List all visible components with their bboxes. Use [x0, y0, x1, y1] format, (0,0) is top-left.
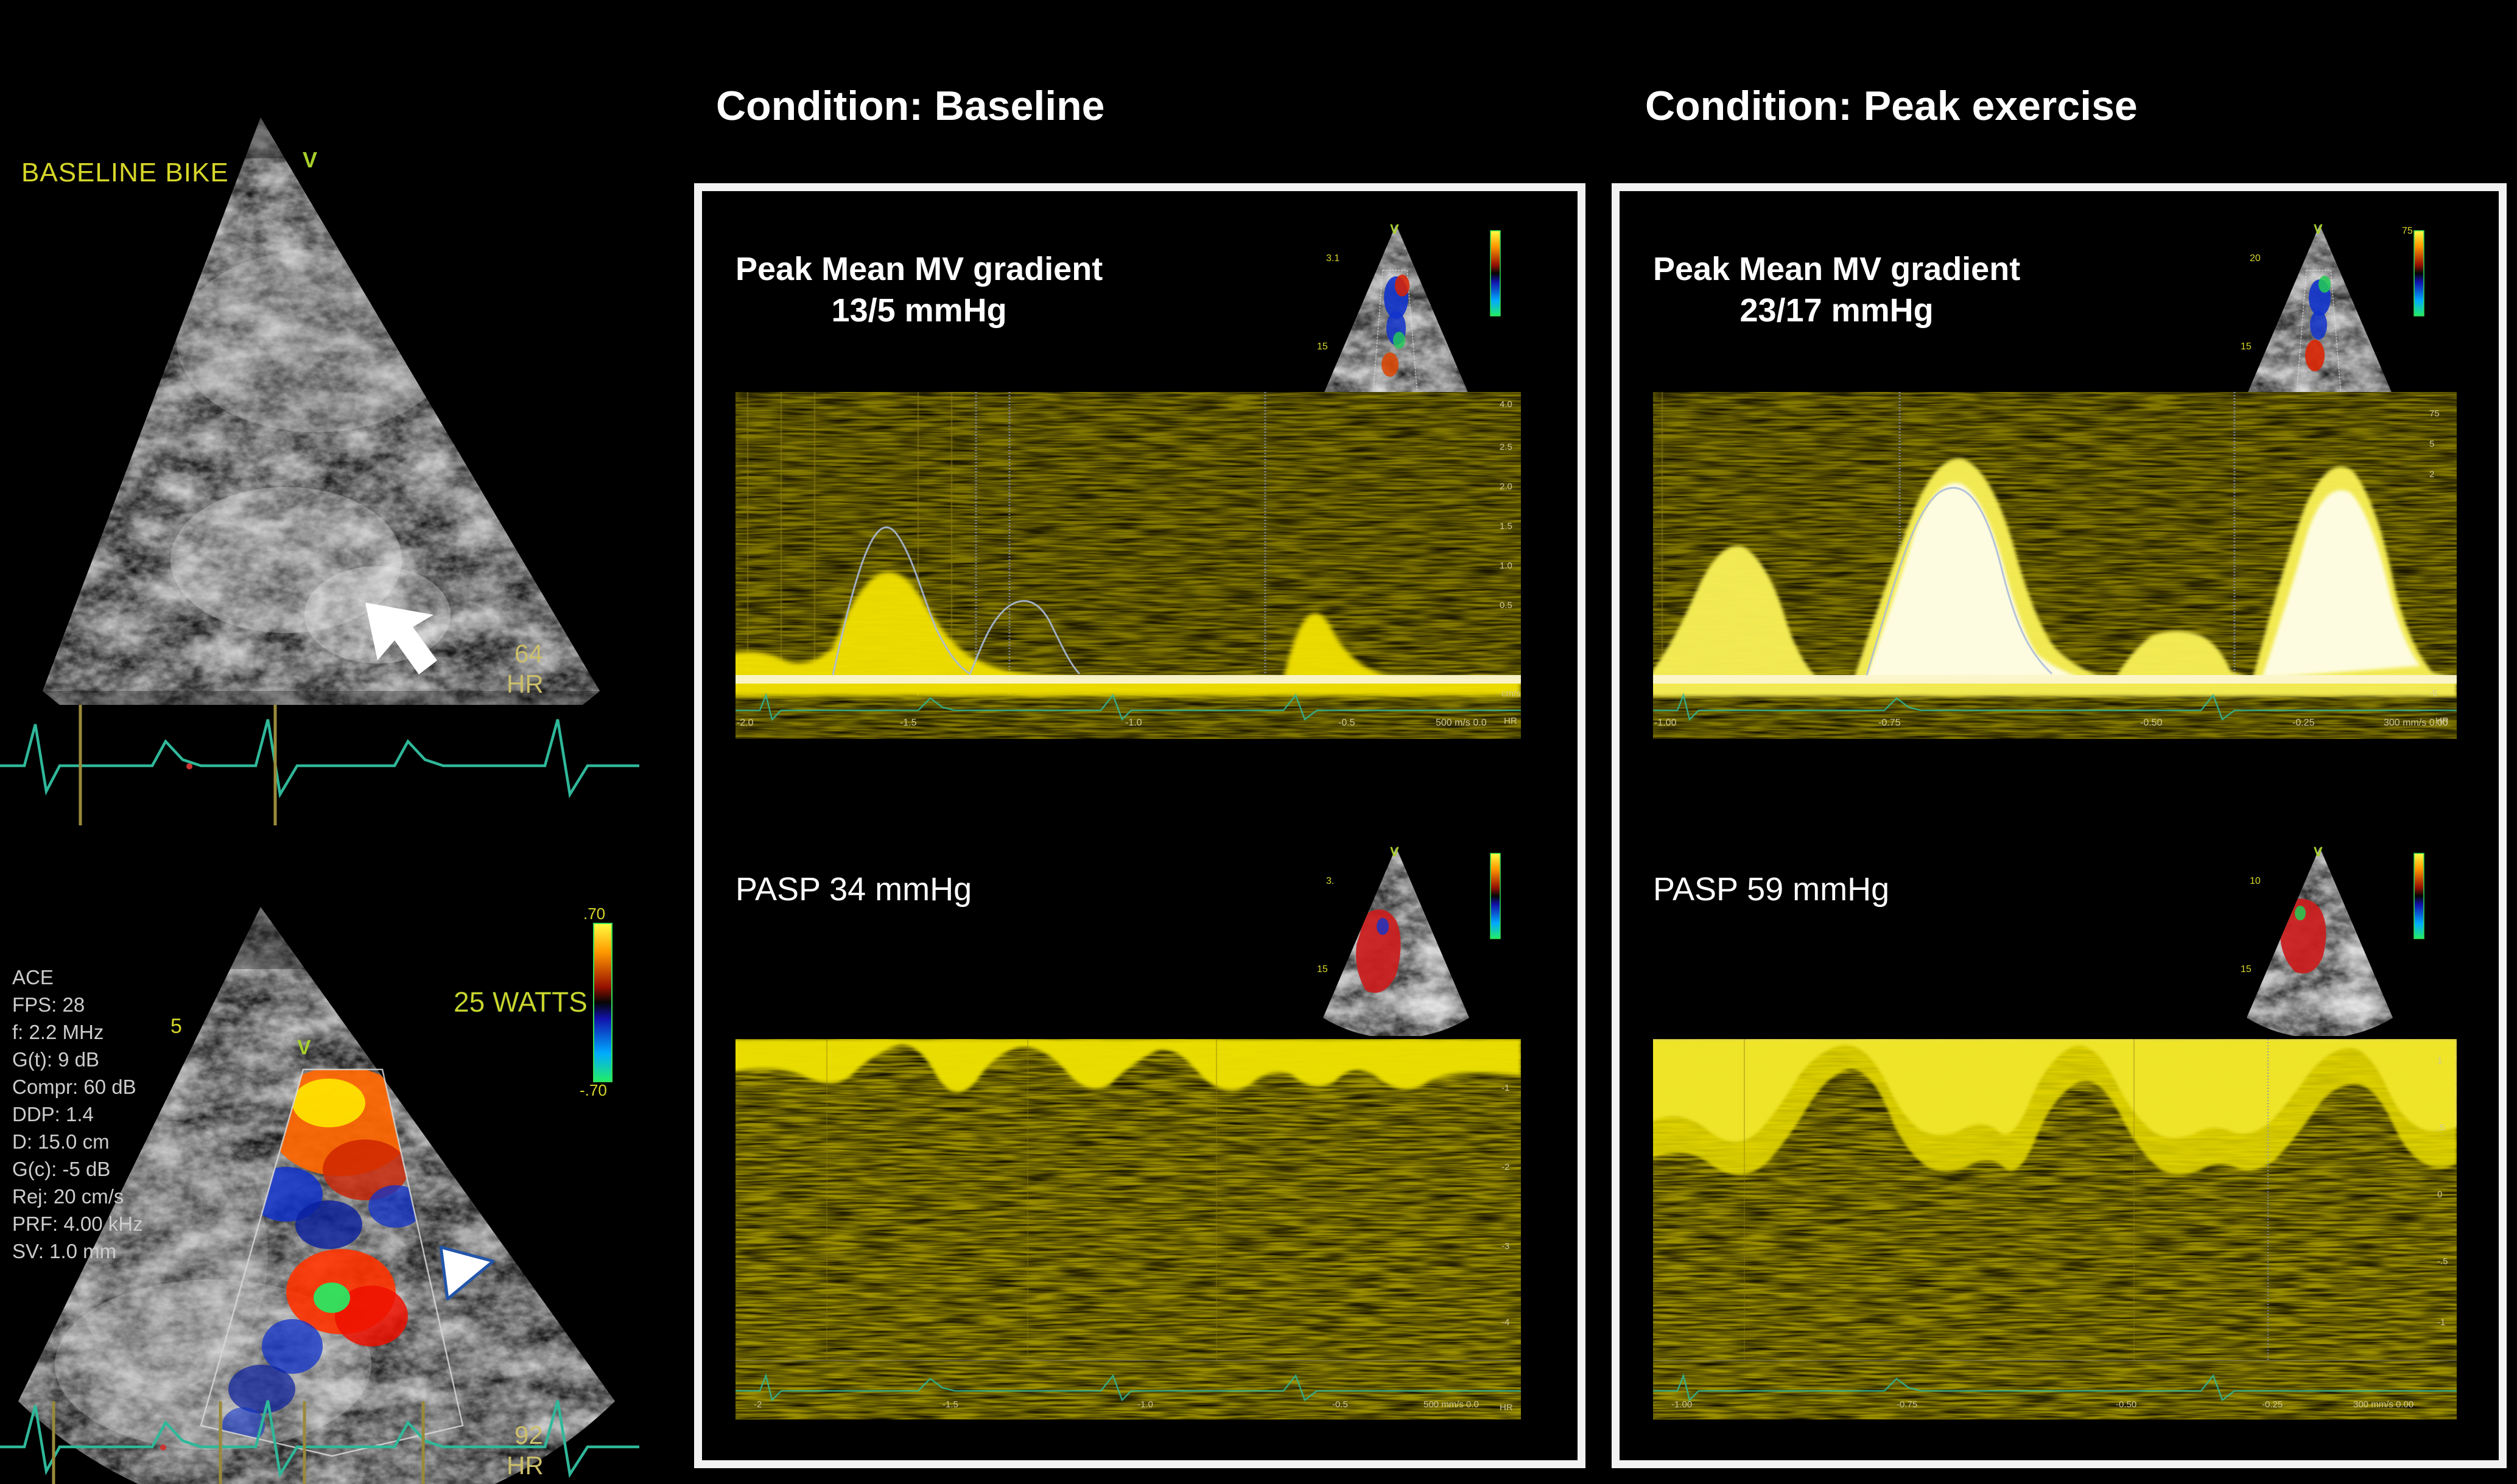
svg-text:-0.75: -0.75	[1897, 1399, 1917, 1410]
svg-text:3.1: 3.1	[1326, 253, 1339, 264]
svg-text:0.5: 0.5	[1500, 600, 1512, 611]
svg-text:-5: -5	[2429, 688, 2437, 699]
svg-text:1.5: 1.5	[1500, 521, 1512, 531]
svg-text:300 mm/s 0.00: 300 mm/s 0.00	[2353, 1399, 2413, 1410]
svg-text:-2.0: -2.0	[737, 718, 754, 728]
svg-text:500 mm/s 0.0: 500 mm/s 0.0	[1423, 1399, 1479, 1410]
svg-text:0: 0	[2437, 1189, 2442, 1200]
svg-text:15: 15	[1317, 964, 1328, 975]
svg-text:-1.00: -1.00	[1654, 718, 1677, 728]
svg-text:5: 5	[2429, 439, 2434, 449]
svg-text:-0.5: -0.5	[1332, 1399, 1348, 1410]
svg-text:V: V	[2314, 844, 2323, 859]
svg-text:cm/s: cm/s	[1501, 688, 1521, 699]
svg-text:V: V	[303, 147, 317, 172]
svg-text:-1: -1	[2437, 1317, 2445, 1328]
svg-text:-0.5: -0.5	[1338, 718, 1355, 728]
svg-text:-1.5: -1.5	[900, 718, 917, 728]
svg-text:-.5: -.5	[2437, 1256, 2448, 1267]
svg-text:15: 15	[1317, 341, 1328, 352]
svg-text:-1.00: -1.00	[1671, 1399, 1692, 1410]
svg-text:-1.5: -1.5	[943, 1399, 958, 1410]
svg-text:64: 64	[514, 639, 543, 668]
svg-text:15: 15	[2241, 341, 2252, 352]
svg-text:300 mm/s 0.00: 300 mm/s 0.00	[2384, 718, 2448, 728]
svg-text:-2: -2	[1501, 1162, 1509, 1172]
svg-text:-0.25: -0.25	[2262, 1399, 2283, 1410]
svg-text:-1: -1	[1501, 1083, 1509, 1093]
svg-text:-2: -2	[754, 1399, 762, 1410]
svg-text:75: 75	[2402, 226, 2413, 236]
svg-text:-0.25: -0.25	[2292, 718, 2315, 728]
svg-text:2.5: 2.5	[1500, 442, 1512, 452]
svg-text:1.0: 1.0	[1500, 561, 1512, 571]
svg-text:V: V	[1390, 222, 1399, 237]
svg-text:BASELINE BIKE: BASELINE BIKE	[21, 158, 229, 187]
svg-text:500 m/s 0.0: 500 m/s 0.0	[1436, 718, 1487, 728]
svg-text:.5: .5	[2437, 1122, 2445, 1133]
svg-text:-0.75: -0.75	[1878, 718, 1901, 728]
svg-text:2: 2	[2429, 469, 2434, 480]
svg-text:-1.0: -1.0	[1137, 1399, 1153, 1410]
svg-text:HR: HR	[1500, 1402, 1513, 1413]
svg-text:75: 75	[2429, 408, 2440, 419]
svg-text:-4: -4	[1501, 1317, 1509, 1328]
svg-text:10: 10	[2250, 876, 2261, 886]
svg-text:-0.50: -0.50	[2140, 718, 2163, 728]
svg-text:V: V	[2314, 222, 2323, 237]
svg-text:2.0: 2.0	[1500, 481, 1512, 492]
svg-text:V: V	[1390, 844, 1399, 859]
svg-text:HR: HR	[507, 670, 544, 698]
svg-text:4.0: 4.0	[1500, 399, 1512, 410]
svg-text:20: 20	[2250, 253, 2261, 264]
svg-text:-0.50: -0.50	[2116, 1399, 2136, 1410]
svg-text:-3: -3	[1501, 1241, 1509, 1251]
svg-text:-1.0: -1.0	[1125, 718, 1142, 728]
svg-text:1: 1	[2437, 1055, 2442, 1066]
svg-text:HR: HR	[1504, 716, 1517, 726]
svg-text:15: 15	[2241, 964, 2252, 975]
svg-text:3.: 3.	[1326, 876, 1334, 886]
